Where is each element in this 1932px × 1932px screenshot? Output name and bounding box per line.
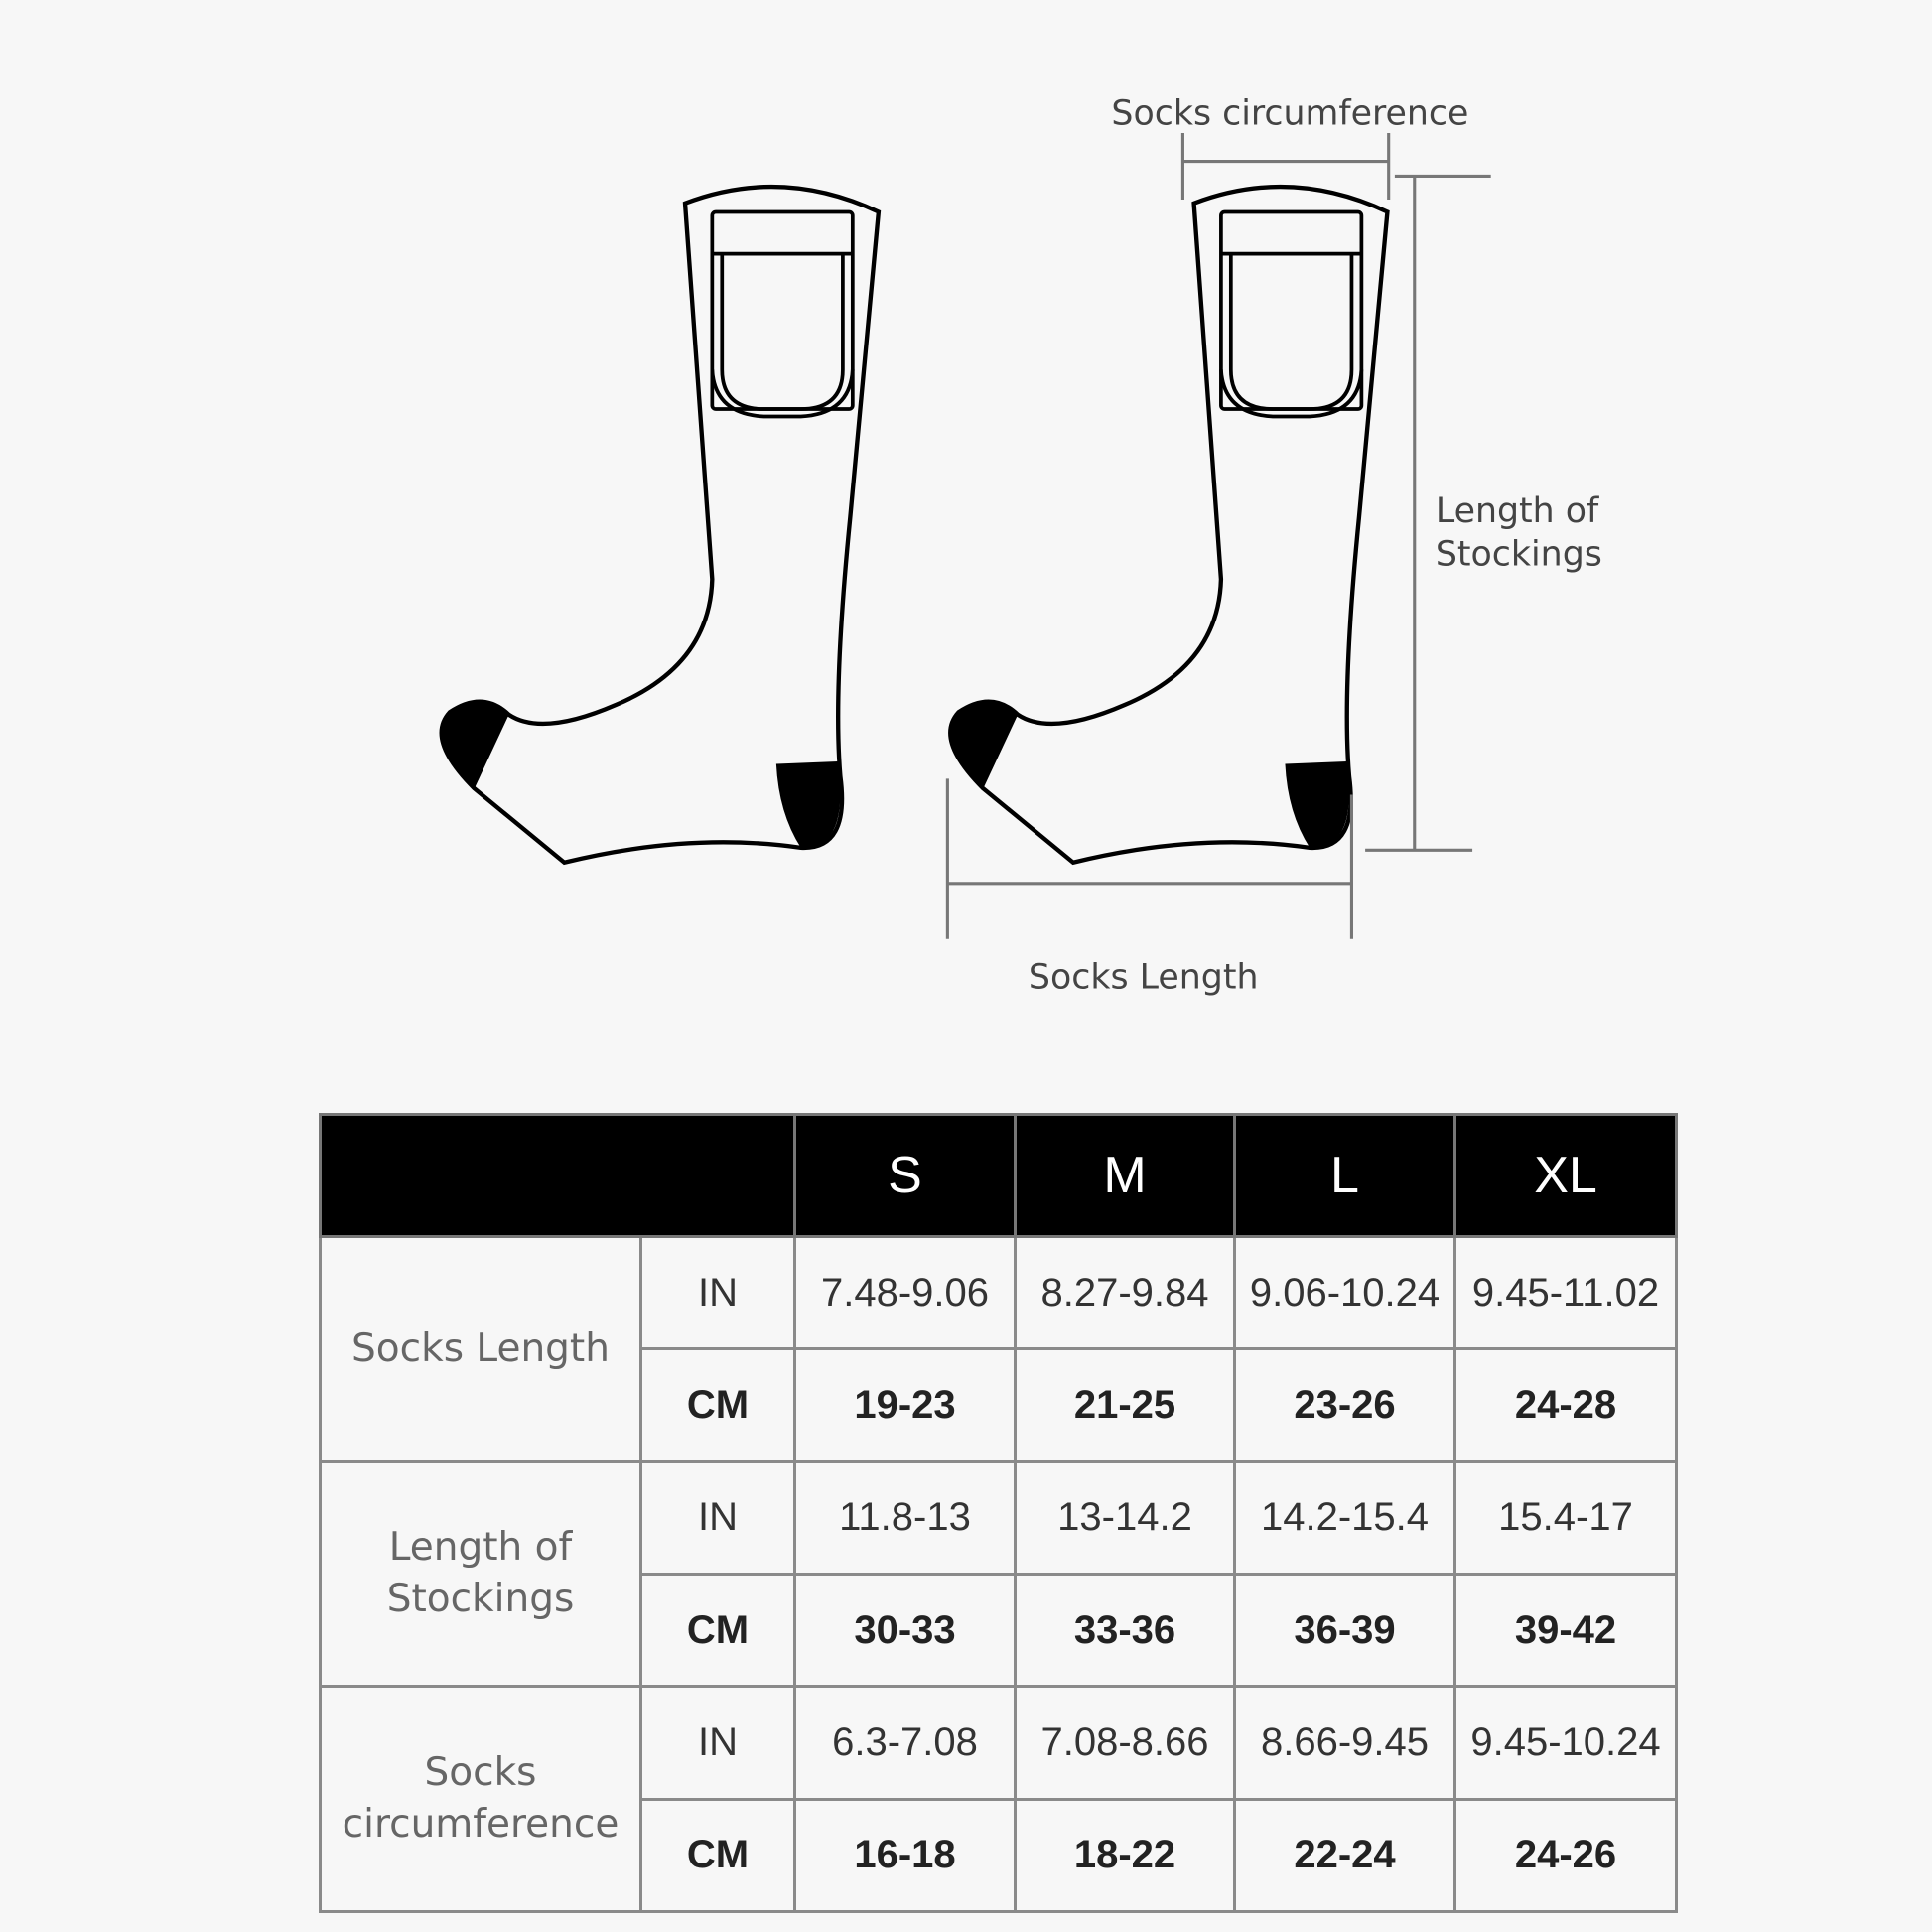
size-value-cell: 22-24 — [1233, 1797, 1456, 1914]
size-value-cell: 18-22 — [1014, 1797, 1236, 1914]
size-value-cell: 33-36 — [1014, 1572, 1236, 1689]
size-value-cell: 8.66-9.45 — [1233, 1685, 1456, 1801]
circumference-label: Socks circumference — [1111, 93, 1468, 133]
measurement-label: Length of Stockings — [319, 1459, 642, 1689]
size-value-cell: 14.2-15.4 — [1233, 1459, 1456, 1576]
size-chart-table: S M L XL Socks Length IN 7.48-9.06 8.27-9.8… — [319, 1113, 1678, 1914]
size-value-cell: 24-28 — [1453, 1347, 1678, 1463]
size-value-cell: 16-18 — [793, 1797, 1017, 1914]
table-row: Socks Length IN 7.48-9.06 8.27-9.84 9.06-10.… — [319, 1234, 1678, 1463]
size-value-cell: 7.48-9.06 — [793, 1234, 1017, 1351]
size-value-cell: 19-23 — [793, 1347, 1017, 1463]
table-row: Length of Stockings IN 11.8-13 13-14.2 14.2-1… — [319, 1459, 1678, 1689]
size-value-cell: 11.8-13 — [793, 1459, 1017, 1576]
size-header: M — [1014, 1113, 1236, 1238]
size-value-cell: 23-26 — [1233, 1347, 1456, 1463]
size-value-cell: 24-26 — [1453, 1797, 1678, 1914]
unit-cell: IN — [639, 1234, 796, 1351]
stockings-length-label-line1: Length of — [1436, 491, 1599, 531]
size-value-cell: 36-39 — [1233, 1572, 1456, 1689]
size-header: XL — [1453, 1113, 1678, 1238]
size-value-cell: 9.06-10.24 — [1233, 1234, 1456, 1351]
table-row: Socks circumference IN 6.3-7.08 7.08-8.66 8.6… — [319, 1685, 1678, 1913]
size-value-cell: 8.27-9.84 — [1014, 1234, 1236, 1351]
size-value-cell: 30-33 — [793, 1572, 1017, 1689]
measurement-label-line: Socks — [424, 1749, 537, 1795]
table-row: CM 19-23 21-25 23-26 24-28 — [321, 1347, 1678, 1463]
measurement-label-line: circumference — [342, 1802, 620, 1848]
measurement-label-line: Length of — [388, 1524, 573, 1570]
measurement-label-line: Socks Length — [351, 1325, 610, 1371]
unit-cell: CM — [639, 1797, 796, 1914]
size-value-cell: 13-14.2 — [1014, 1459, 1236, 1576]
table-row: CM 30-33 33-36 36-39 39-42 — [321, 1572, 1678, 1689]
measurement-label: Socks Length — [319, 1235, 642, 1463]
measurement-label: Socks circumference — [319, 1685, 642, 1913]
size-value-cell: 9.45-10.24 — [1453, 1685, 1678, 1801]
size-value-cell: 15.4-17 — [1453, 1459, 1678, 1576]
size-value-cell: 9.45-11.02 — [1453, 1234, 1678, 1351]
size-header-row: S M L XL — [319, 1113, 1678, 1238]
measurement-label-line: Stockings — [386, 1577, 575, 1622]
size-header: L — [1233, 1113, 1456, 1238]
size-header: S — [793, 1113, 1017, 1238]
sock-right-illustration — [950, 187, 1387, 863]
header-blank-cell — [319, 1113, 796, 1238]
stockings-length-label-line2: Stockings — [1436, 535, 1602, 575]
unit-cell: IN — [639, 1685, 796, 1801]
sock-left-illustration — [442, 187, 879, 863]
socks-length-label: Socks Length — [1029, 957, 1259, 997]
size-value-cell: 6.3-7.08 — [793, 1685, 1017, 1801]
unit-cell: CM — [639, 1347, 796, 1463]
unit-cell: CM — [639, 1572, 796, 1689]
size-value-cell: 39-42 — [1453, 1572, 1678, 1689]
size-value-cell: 7.08-8.66 — [1014, 1685, 1236, 1801]
table-row: CM 16-18 18-22 22-24 24-26 — [321, 1797, 1678, 1914]
measurement-lines — [945, 133, 1491, 939]
unit-cell: IN — [639, 1459, 796, 1576]
size-value-cell: 21-25 — [1014, 1347, 1236, 1463]
